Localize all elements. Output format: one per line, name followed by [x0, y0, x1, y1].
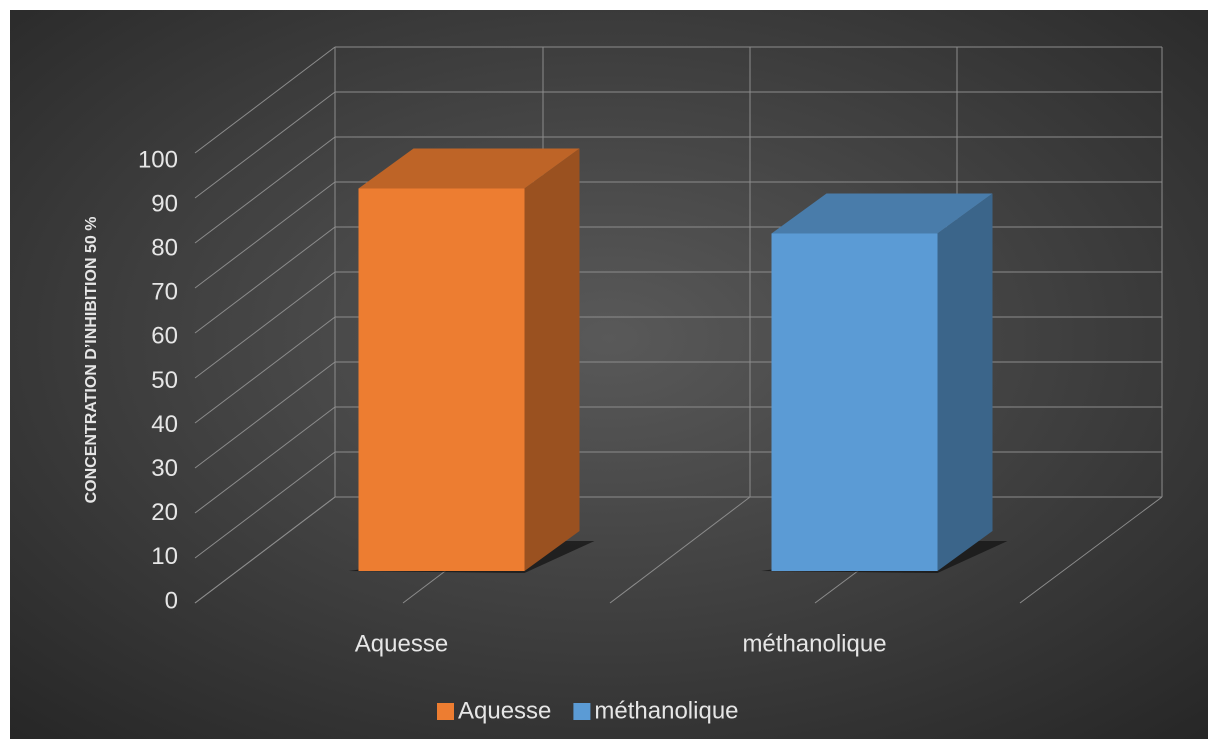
bar-top — [771, 193, 993, 234]
legend-label: Aquesse — [458, 697, 551, 724]
y-tick-label: 90 — [151, 190, 178, 217]
grid-line — [194, 91, 336, 199]
x-tick-label: Aquesse — [355, 630, 448, 657]
y-tick-label: 70 — [151, 279, 178, 306]
grid-line — [194, 361, 336, 469]
y-tick-label: 100 — [138, 146, 178, 173]
bar-side — [937, 193, 993, 571]
y-tick-label: 20 — [151, 499, 178, 526]
y-tick-label: 10 — [151, 543, 178, 570]
grid-line — [194, 406, 336, 514]
y-tick-label: 40 — [151, 411, 178, 438]
grid-line — [194, 136, 336, 244]
y-tick-label: 80 — [151, 235, 178, 262]
y-tick-label: 30 — [151, 455, 178, 482]
grid-line — [194, 46, 336, 154]
bar — [358, 188, 525, 571]
x-tick-label: méthanolique — [742, 630, 886, 657]
bar — [771, 233, 938, 571]
grid-line — [194, 271, 336, 379]
grid-line — [194, 226, 336, 334]
bar-top — [358, 148, 580, 189]
legend-swatch — [437, 703, 454, 720]
background — [10, 10, 1208, 739]
bar-side — [524, 148, 580, 571]
grid-line — [194, 496, 336, 604]
legend-swatch — [573, 703, 591, 720]
y-tick-label: 0 — [165, 587, 178, 614]
grid-line — [194, 451, 336, 559]
y-axis-label: CONCENTRATION D’INHIBITION 50 % — [83, 217, 100, 504]
y-tick-label: 50 — [151, 367, 178, 394]
grid-line — [194, 316, 336, 424]
y-tick-label: 60 — [151, 323, 178, 350]
grid-line — [194, 181, 336, 289]
legend-label: méthanolique — [594, 697, 738, 724]
